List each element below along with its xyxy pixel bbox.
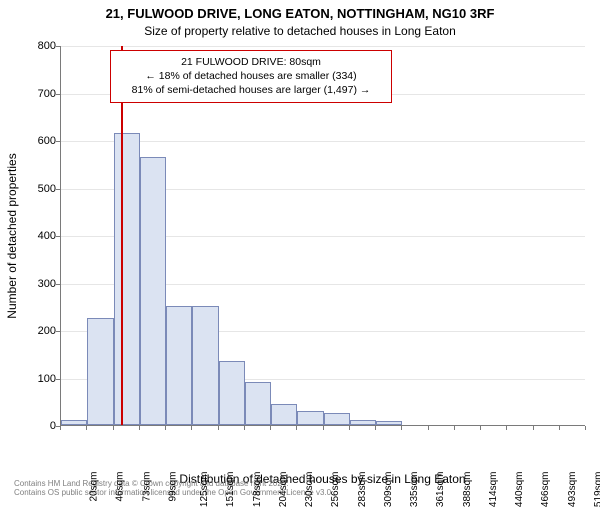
y-tick-mark xyxy=(56,141,60,142)
x-tick-mark xyxy=(270,426,271,430)
chart-container: 21, FULWOOD DRIVE, LONG EATON, NOTTINGHA… xyxy=(0,0,600,500)
x-tick-label: 493sqm xyxy=(567,472,578,507)
plot-area xyxy=(60,46,585,426)
x-tick-label: 178sqm xyxy=(252,472,263,507)
x-tick-label: 335sqm xyxy=(409,472,420,507)
annotation-line: 81% of semi-detached houses are larger (… xyxy=(119,83,383,97)
y-tick-mark xyxy=(56,379,60,380)
y-tick-label: 600 xyxy=(38,135,56,147)
x-tick-mark xyxy=(559,426,560,430)
x-tick-label: 388sqm xyxy=(462,472,473,507)
y-tick-label: 100 xyxy=(38,373,56,385)
x-tick-mark xyxy=(533,426,534,430)
chart-subtitle: Size of property relative to detached ho… xyxy=(0,24,600,38)
y-tick-mark xyxy=(56,284,60,285)
annotation-box: 21 FULWOOD DRIVE: 80sqm← 18% of detached… xyxy=(110,50,392,103)
x-tick-mark xyxy=(86,426,87,430)
x-tick-label: 204sqm xyxy=(278,472,289,507)
y-tick-mark xyxy=(56,46,60,47)
gridline xyxy=(61,46,585,47)
x-tick-mark xyxy=(323,426,324,430)
histogram-bar xyxy=(271,404,297,425)
x-tick-mark xyxy=(296,426,297,430)
histogram-bar xyxy=(114,133,140,425)
x-tick-mark xyxy=(218,426,219,430)
histogram-bar xyxy=(192,306,218,425)
y-tick-label: 400 xyxy=(38,230,56,242)
x-tick-mark xyxy=(401,426,402,430)
x-tick-mark xyxy=(480,426,481,430)
x-tick-label: 230sqm xyxy=(304,472,315,507)
x-tick-label: 519sqm xyxy=(593,472,600,507)
x-tick-label: 46sqm xyxy=(115,472,126,502)
reference-line xyxy=(121,46,123,425)
histogram-bar xyxy=(140,157,166,425)
x-tick-label: 256sqm xyxy=(330,472,341,507)
histogram-bar xyxy=(376,421,402,425)
histogram-bar xyxy=(87,318,113,425)
y-tick-label: 800 xyxy=(38,40,56,52)
x-tick-mark xyxy=(349,426,350,430)
histogram-bar xyxy=(297,411,323,425)
x-tick-label: 151sqm xyxy=(225,472,236,507)
x-tick-mark xyxy=(113,426,114,430)
x-tick-label: 73sqm xyxy=(141,472,152,502)
chart-title-address: 21, FULWOOD DRIVE, LONG EATON, NOTTINGHA… xyxy=(0,6,600,21)
histogram-bar xyxy=(245,382,271,425)
histogram-bar xyxy=(61,420,87,425)
x-tick-label: 99sqm xyxy=(167,472,178,502)
y-tick-label: 500 xyxy=(38,183,56,195)
y-tick-label: 300 xyxy=(38,278,56,290)
x-tick-label: 440sqm xyxy=(514,472,525,507)
x-tick-mark xyxy=(139,426,140,430)
y-tick-mark xyxy=(56,236,60,237)
y-axis-label: Number of detached properties xyxy=(5,153,19,318)
annotation-line: 21 FULWOOD DRIVE: 80sqm xyxy=(119,55,383,69)
y-tick-label: 200 xyxy=(38,325,56,337)
x-tick-mark xyxy=(585,426,586,430)
histogram-bar xyxy=(219,361,245,425)
x-tick-label: 125sqm xyxy=(199,472,210,507)
x-tick-label: 466sqm xyxy=(540,472,551,507)
x-tick-mark xyxy=(428,426,429,430)
y-tick-mark xyxy=(56,189,60,190)
y-tick-mark xyxy=(56,94,60,95)
x-tick-mark xyxy=(506,426,507,430)
histogram-bar xyxy=(350,420,376,425)
x-tick-mark xyxy=(454,426,455,430)
histogram-bar xyxy=(324,413,350,425)
x-tick-mark xyxy=(244,426,245,430)
x-tick-label: 20sqm xyxy=(89,472,100,502)
y-tick-mark xyxy=(56,331,60,332)
x-tick-mark xyxy=(191,426,192,430)
x-tick-label: 361sqm xyxy=(435,472,446,507)
x-tick-mark xyxy=(375,426,376,430)
y-tick-label: 700 xyxy=(38,88,56,100)
annotation-line: ← 18% of detached houses are smaller (33… xyxy=(119,69,383,83)
x-tick-mark xyxy=(165,426,166,430)
x-tick-label: 283sqm xyxy=(357,472,368,507)
histogram-bar xyxy=(166,306,192,425)
x-tick-mark xyxy=(60,426,61,430)
x-tick-label: 309sqm xyxy=(383,472,394,507)
x-tick-label: 414sqm xyxy=(488,472,499,507)
